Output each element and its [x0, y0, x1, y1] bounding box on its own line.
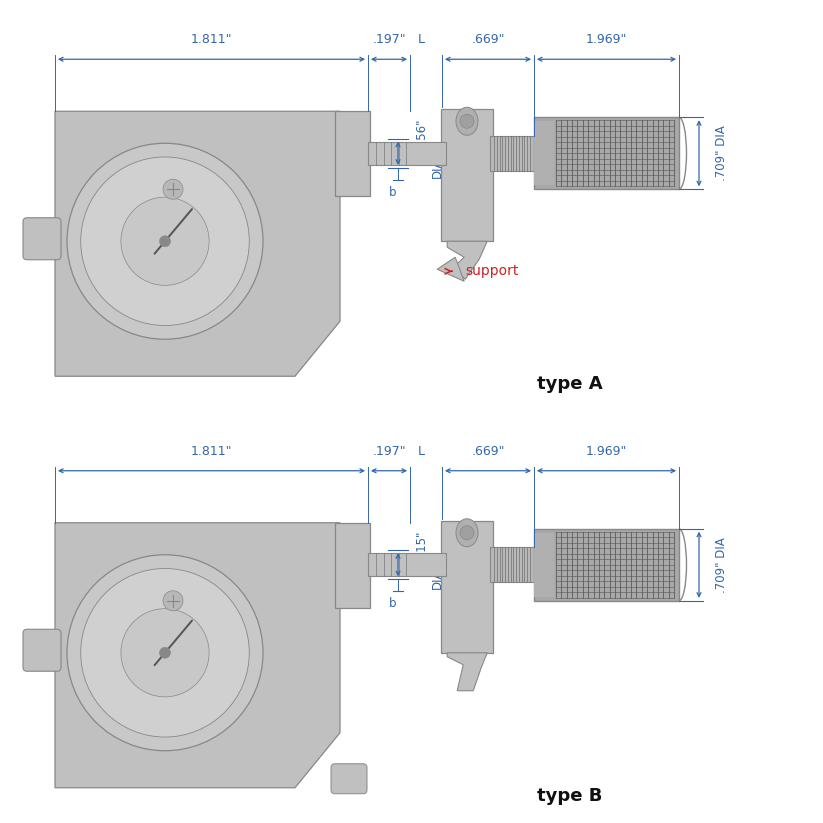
Bar: [368, 553, 446, 576]
Bar: [441, 521, 493, 653]
Polygon shape: [447, 241, 487, 279]
Bar: [490, 136, 534, 170]
Circle shape: [160, 235, 170, 247]
Circle shape: [67, 555, 263, 751]
Bar: [534, 117, 679, 189]
Text: .197": .197": [372, 33, 406, 46]
Bar: [441, 109, 493, 241]
Text: .315": .315": [415, 529, 428, 560]
Text: b: b: [389, 597, 397, 610]
Bar: [490, 547, 534, 582]
Circle shape: [67, 143, 263, 339]
Circle shape: [81, 569, 249, 737]
Bar: [368, 142, 446, 165]
Text: .669": .669": [472, 33, 504, 46]
Circle shape: [460, 526, 474, 540]
Text: DIA: DIA: [431, 157, 444, 178]
Text: 1.811": 1.811": [191, 33, 232, 46]
Circle shape: [460, 114, 474, 128]
Circle shape: [81, 157, 249, 326]
FancyBboxPatch shape: [331, 764, 367, 793]
Ellipse shape: [456, 107, 478, 135]
Ellipse shape: [456, 518, 478, 546]
Circle shape: [163, 179, 183, 199]
Polygon shape: [437, 258, 464, 281]
Polygon shape: [55, 523, 340, 788]
Circle shape: [163, 591, 183, 611]
Text: .709" DIA: .709" DIA: [715, 537, 728, 593]
Text: L: L: [418, 33, 425, 46]
Polygon shape: [55, 111, 340, 376]
Bar: [534, 121, 554, 185]
Bar: [335, 111, 370, 196]
Bar: [335, 523, 370, 607]
Text: .197": .197": [372, 444, 406, 458]
Text: 1.969": 1.969": [586, 33, 627, 46]
Text: .256": .256": [415, 118, 428, 149]
Bar: [534, 532, 554, 597]
Bar: [534, 528, 679, 601]
Text: support: support: [465, 264, 518, 278]
Text: b: b: [389, 186, 397, 198]
Text: type A: type A: [537, 375, 602, 393]
Text: .709" DIA: .709" DIA: [715, 125, 728, 181]
Text: .669": .669": [472, 444, 504, 458]
Text: L: L: [418, 444, 425, 458]
Text: 1.811": 1.811": [191, 444, 232, 458]
Text: 1.969": 1.969": [586, 444, 627, 458]
Text: DIA: DIA: [431, 569, 444, 589]
FancyBboxPatch shape: [23, 218, 61, 260]
Circle shape: [160, 647, 170, 658]
Polygon shape: [447, 653, 487, 690]
Circle shape: [121, 198, 209, 286]
Circle shape: [121, 609, 209, 697]
FancyBboxPatch shape: [23, 630, 61, 672]
Text: type B: type B: [537, 787, 602, 805]
